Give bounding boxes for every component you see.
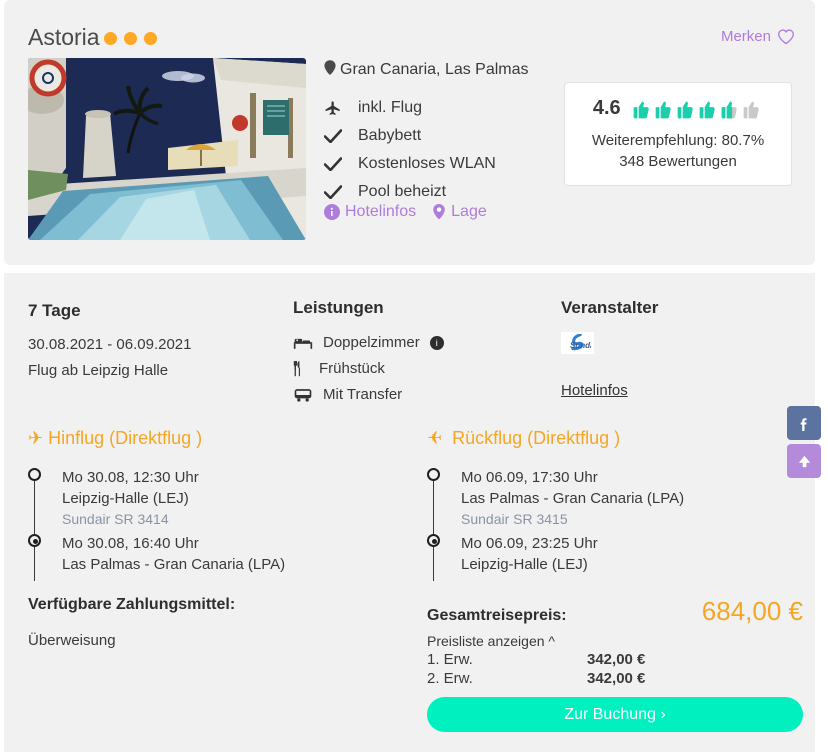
svg-text:Sundair: Sundair bbox=[569, 340, 590, 349]
